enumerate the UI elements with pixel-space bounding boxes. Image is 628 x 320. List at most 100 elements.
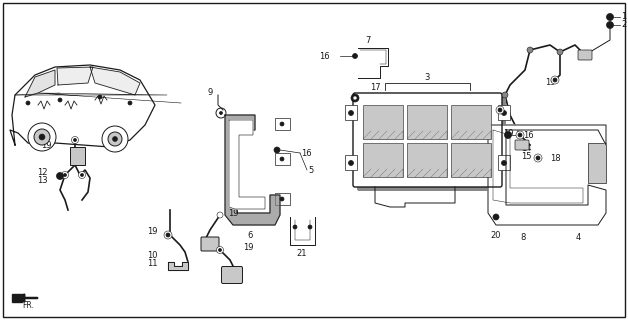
Circle shape <box>164 231 172 239</box>
Circle shape <box>80 173 84 177</box>
Circle shape <box>219 249 222 252</box>
Text: 21: 21 <box>297 249 307 258</box>
Circle shape <box>518 133 522 137</box>
Text: 21: 21 <box>363 101 374 110</box>
Text: 19: 19 <box>228 209 239 218</box>
Text: 14: 14 <box>521 143 531 153</box>
Circle shape <box>216 108 226 118</box>
Text: 19: 19 <box>41 140 52 149</box>
Circle shape <box>536 156 540 160</box>
Bar <box>407 105 447 139</box>
Text: 20: 20 <box>490 230 501 239</box>
Polygon shape <box>57 67 93 85</box>
Circle shape <box>493 214 499 220</box>
Circle shape <box>496 106 504 114</box>
Bar <box>451 105 491 139</box>
Bar <box>451 143 491 177</box>
Circle shape <box>280 122 284 126</box>
Text: 4: 4 <box>575 233 581 242</box>
Circle shape <box>498 108 502 112</box>
Bar <box>588 143 606 183</box>
Bar <box>363 105 403 139</box>
Text: 15: 15 <box>521 151 531 161</box>
Text: 2: 2 <box>621 20 626 28</box>
Circle shape <box>527 47 533 53</box>
Text: 7: 7 <box>365 36 371 44</box>
Circle shape <box>349 161 354 165</box>
Circle shape <box>534 154 542 162</box>
Bar <box>275 193 290 205</box>
Circle shape <box>58 98 62 102</box>
Polygon shape <box>12 294 22 302</box>
Text: FR.: FR. <box>22 301 34 310</box>
Bar <box>70 147 85 165</box>
Circle shape <box>220 111 222 115</box>
Bar <box>407 143 447 177</box>
Bar <box>498 155 510 170</box>
Circle shape <box>28 123 56 151</box>
Text: 16: 16 <box>320 52 330 60</box>
Circle shape <box>72 137 78 143</box>
Circle shape <box>504 132 511 139</box>
Text: 6: 6 <box>247 230 252 239</box>
Circle shape <box>39 134 45 140</box>
Text: 19: 19 <box>544 77 555 86</box>
Circle shape <box>102 126 128 152</box>
Bar <box>498 105 510 120</box>
Circle shape <box>351 94 359 102</box>
Text: 5: 5 <box>308 165 313 174</box>
Circle shape <box>353 96 357 100</box>
Text: 1: 1 <box>621 12 626 20</box>
FancyBboxPatch shape <box>201 237 219 251</box>
FancyBboxPatch shape <box>578 50 592 60</box>
Circle shape <box>26 101 30 105</box>
Circle shape <box>280 197 284 201</box>
Polygon shape <box>90 67 140 95</box>
Polygon shape <box>25 70 55 97</box>
Polygon shape <box>225 115 280 225</box>
Text: 19: 19 <box>243 244 254 252</box>
Text: 12: 12 <box>38 167 48 177</box>
Text: 16: 16 <box>523 131 534 140</box>
Text: 8: 8 <box>521 233 526 242</box>
Circle shape <box>607 13 614 20</box>
Circle shape <box>308 225 312 229</box>
Text: 19: 19 <box>481 103 491 113</box>
Bar <box>363 143 403 177</box>
Text: 17: 17 <box>370 83 381 92</box>
FancyBboxPatch shape <box>353 93 502 187</box>
Circle shape <box>274 147 280 153</box>
Polygon shape <box>168 262 188 270</box>
Circle shape <box>502 92 508 98</box>
Text: 19: 19 <box>503 129 513 138</box>
Text: 3: 3 <box>425 73 430 82</box>
Circle shape <box>557 49 563 55</box>
Text: 11: 11 <box>148 260 158 268</box>
Circle shape <box>108 132 122 146</box>
Bar <box>345 155 357 170</box>
Bar <box>275 153 290 165</box>
FancyBboxPatch shape <box>357 97 506 191</box>
Circle shape <box>551 76 559 84</box>
Circle shape <box>63 173 67 177</box>
Text: 9: 9 <box>207 87 213 97</box>
Circle shape <box>502 110 507 116</box>
Circle shape <box>352 53 357 59</box>
Text: 16: 16 <box>301 148 311 157</box>
Bar <box>345 105 357 120</box>
Polygon shape <box>488 125 606 225</box>
FancyBboxPatch shape <box>515 140 529 150</box>
Circle shape <box>553 78 557 82</box>
Text: 19: 19 <box>148 228 158 236</box>
Text: 10: 10 <box>148 252 158 260</box>
Circle shape <box>280 157 284 161</box>
Circle shape <box>112 137 117 141</box>
Circle shape <box>607 21 614 28</box>
Polygon shape <box>229 120 265 209</box>
Circle shape <box>34 129 50 145</box>
Circle shape <box>78 172 85 179</box>
Circle shape <box>217 212 223 218</box>
Circle shape <box>349 110 354 116</box>
Text: 18: 18 <box>550 154 561 163</box>
Circle shape <box>62 172 68 179</box>
